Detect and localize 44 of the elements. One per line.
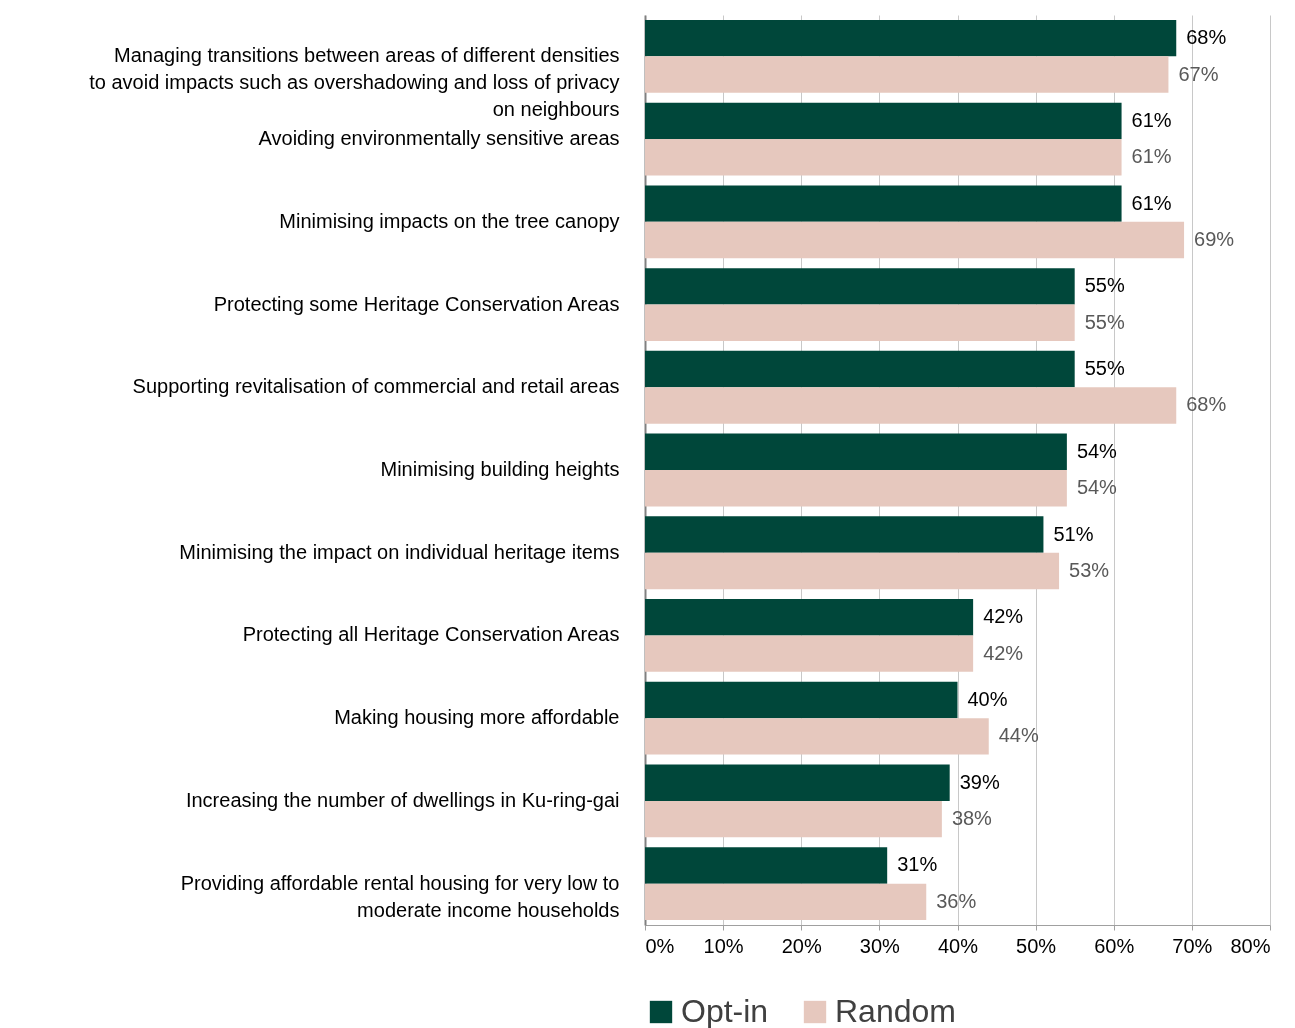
- data-label: 39%: [959, 770, 1000, 793]
- x-tick-label: 60%: [1094, 934, 1135, 957]
- data-label: 53%: [1069, 558, 1110, 581]
- y-tick-label: Making housing more affordable: [334, 706, 620, 729]
- x-tick-label: 40%: [937, 934, 979, 957]
- x-tick-label: 80%: [1230, 934, 1271, 957]
- y-tick-label: Minimising building heights: [380, 458, 620, 480]
- data-label: 55%: [1084, 357, 1125, 380]
- x-tick-label: 50%: [1016, 934, 1057, 957]
- data-label: 67%: [1178, 62, 1219, 85]
- y-tick-label: Protecting some Heritage Conservation Areas: [213, 292, 620, 315]
- y-tick-label: Providing affordable rental housing for very low to moderate income households: [180, 871, 620, 921]
- data-label: 55%: [1084, 274, 1125, 297]
- legend-label: Opt-in: [681, 993, 769, 1028]
- data-label: 61%: [1131, 145, 1172, 168]
- data-label: 40%: [967, 687, 1008, 710]
- data-label: 54%: [1076, 439, 1118, 462]
- y-tick-label: Managing transitions between areas of different densities to avoid impacts such as overshadowing and loss of privacy on neighbours: [89, 44, 620, 121]
- y-tick-label: Minimising the impact on individual heritage items: [179, 540, 620, 563]
- data-label: 61%: [1131, 191, 1172, 214]
- data-label: 68%: [1186, 26, 1227, 49]
- data-label: 44%: [998, 724, 1039, 747]
- x-tick-label: 70%: [1172, 934, 1213, 957]
- y-tick-label: Supporting revitalisation of commercial and retail areas: [132, 375, 620, 398]
- data-label: 51%: [1053, 522, 1094, 545]
- data-label: 69%: [1194, 228, 1235, 251]
- x-tick-label: 0%: [645, 934, 675, 957]
- data-label: 31%: [897, 853, 938, 876]
- y-tick-label: Increasing the number of dwellings in Ku-ring-gai: [185, 788, 620, 811]
- x-tick-label: 10%: [703, 934, 744, 957]
- data-label: 42%: [983, 641, 1024, 664]
- legend-label: Random: [835, 993, 956, 1028]
- data-label: 61%: [1131, 108, 1172, 131]
- y-tick-label: Protecting all Heritage Conservation Areas: [242, 623, 620, 646]
- data-label: 55%: [1084, 310, 1125, 333]
- data-label: 68%: [1186, 393, 1227, 416]
- y-tick-label: Avoiding environmentally sensitive areas: [258, 127, 620, 150]
- data-label: 42%: [983, 605, 1024, 628]
- x-tick-label: 20%: [781, 934, 822, 957]
- x-tick-label: 30%: [859, 934, 901, 957]
- y-tick-label: Minimising impacts on the tree canopy: [279, 209, 620, 232]
- data-label: 36%: [936, 889, 977, 912]
- data-label: 54%: [1076, 476, 1118, 499]
- data-label: 38%: [951, 807, 993, 830]
